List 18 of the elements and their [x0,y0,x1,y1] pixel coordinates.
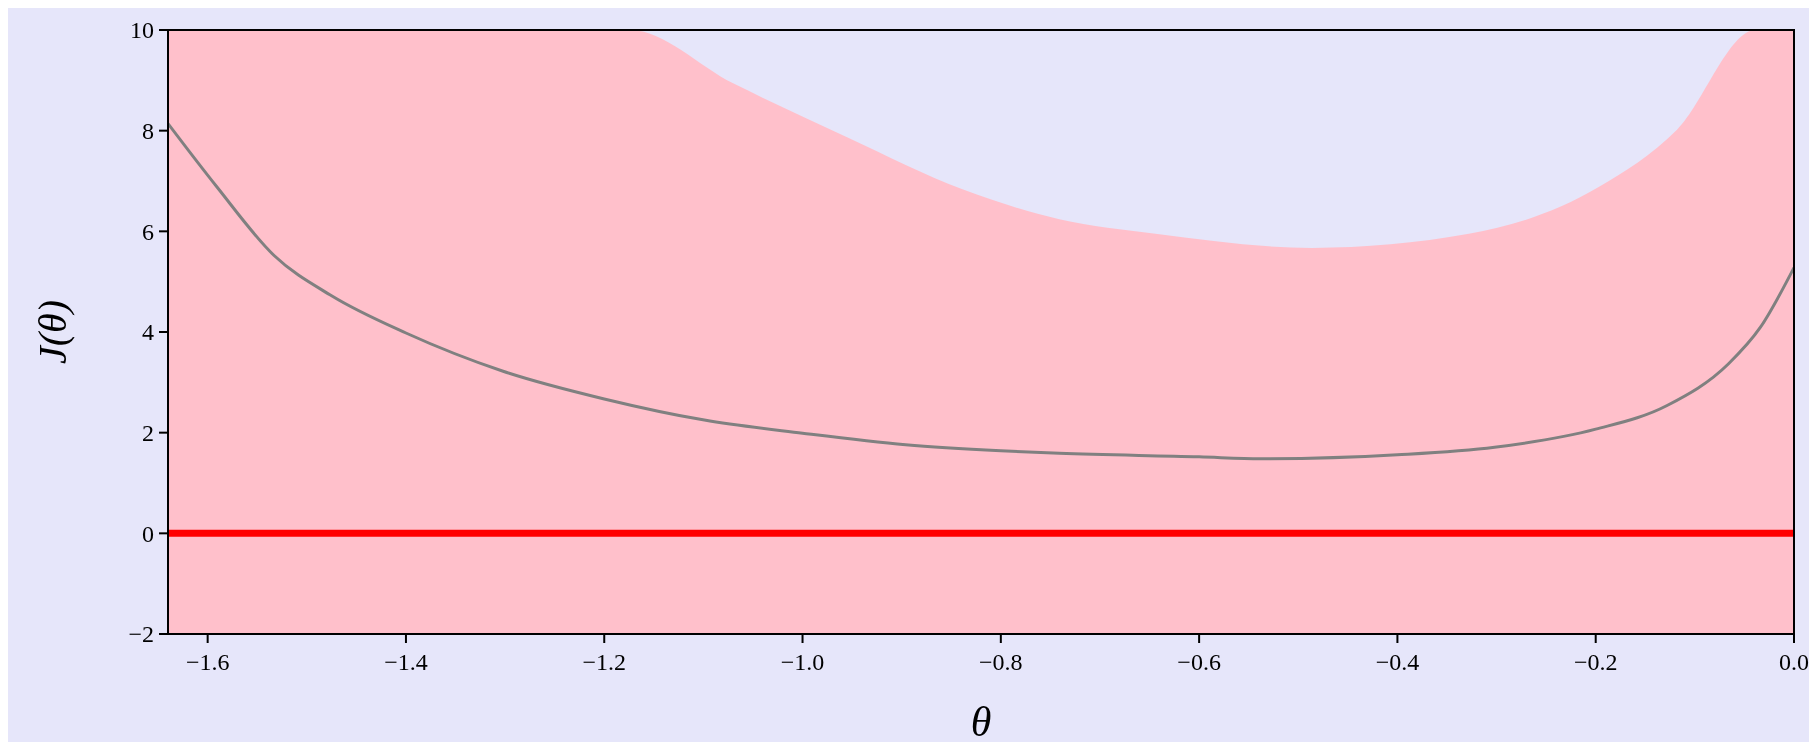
x-tick-label: −0.8 [979,649,1023,675]
y-tick-label: −2 [128,621,154,648]
x-tick-label: −1.2 [582,649,627,675]
y-tick-label: 8 [142,118,154,145]
x-tick-label: −1.6 [185,649,230,675]
y-tick-label: 0 [142,520,154,547]
x-tick-label: −1.4 [384,649,428,675]
x-tick-label: −0.2 [1573,649,1618,675]
y-tick-label: 2 [142,420,154,447]
x-tick-label: 0.0 [1779,649,1809,675]
x-axis-title: θ [970,699,992,745]
y-tick-label: 4 [142,319,154,346]
y-axis-title: J(θ) [30,299,75,365]
y-tick-label: 10 [130,17,154,44]
y-tick-label: 6 [142,218,154,245]
x-tick-label: −0.6 [1177,649,1221,675]
x-tick-label: −1.0 [780,649,825,675]
x-tick-label: −0.4 [1375,649,1420,675]
